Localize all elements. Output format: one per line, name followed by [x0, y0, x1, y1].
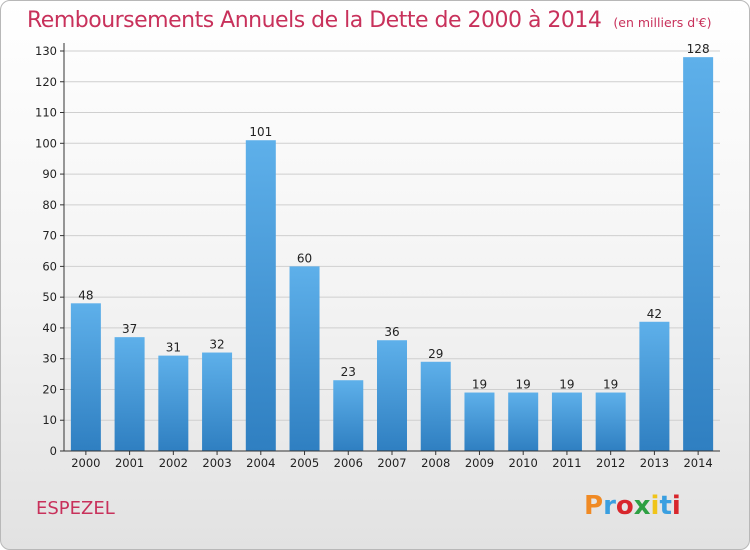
y-tick-label: 120 [35, 75, 57, 89]
data-label: 60 [297, 251, 312, 265]
x-tick-label: 2002 [159, 456, 188, 470]
x-tick-label: 2008 [421, 456, 450, 470]
bar [551, 392, 582, 451]
x-tick-label: 2003 [202, 456, 231, 470]
y-tick-label: 100 [35, 136, 57, 150]
bar [333, 380, 364, 451]
chart-unit: (en milliers d'€) [613, 15, 712, 30]
logo-letter: t [659, 491, 672, 521]
labels: 0 10 20 30 40 50 60 70 80 90 100 110 120 130 48 2000 37 2… [35, 42, 713, 470]
data-label: 19 [516, 378, 531, 392]
bar [158, 355, 189, 451]
data-label: 19 [559, 378, 574, 392]
bars [70, 57, 714, 452]
logo-letter: i [671, 491, 681, 521]
data-label: 19 [472, 378, 487, 392]
x-tick-label: 2011 [552, 456, 581, 470]
x-tick-label: 2004 [246, 456, 275, 470]
data-label: 36 [384, 325, 399, 339]
bar [245, 140, 276, 451]
logo-letter: P [584, 491, 604, 521]
y-tick-label: 10 [42, 413, 57, 427]
y-tick-label: 130 [35, 44, 57, 58]
bar [70, 303, 101, 451]
bar [595, 392, 626, 451]
y-tick-label: 70 [42, 229, 57, 243]
data-label: 128 [687, 42, 710, 56]
logo-letter: x [633, 491, 651, 521]
data-label: 23 [341, 365, 356, 379]
x-tick-label: 2007 [377, 456, 406, 470]
x-tick-label: 2000 [71, 456, 100, 470]
data-label: 32 [209, 338, 224, 352]
data-label: 19 [603, 378, 618, 392]
y-tick-label: 50 [42, 290, 57, 304]
y-tick-label: 0 [50, 444, 57, 458]
y-tick-label: 40 [42, 321, 57, 335]
data-label: 31 [166, 341, 181, 355]
y-tick-label: 110 [35, 106, 57, 120]
x-tick-label: 2006 [334, 456, 363, 470]
data-label: 101 [249, 125, 272, 139]
x-tick-label: 2009 [465, 456, 494, 470]
bar [464, 392, 495, 451]
x-tick-label: 2012 [596, 456, 625, 470]
x-tick-label: 2005 [290, 456, 319, 470]
data-label: 29 [428, 347, 443, 361]
bar [683, 57, 714, 452]
x-tick-label: 2001 [115, 456, 144, 470]
bar [377, 340, 407, 451]
bar [114, 337, 145, 451]
data-label: 42 [647, 307, 662, 321]
bar [202, 352, 233, 451]
y-tick-label: 20 [42, 382, 57, 396]
logo-letter: r [603, 491, 616, 521]
y-tick-label: 80 [42, 198, 57, 212]
chart-title-text: Remboursements Annuels de la Dette de 20… [27, 8, 602, 33]
x-tick-label: 2014 [683, 456, 712, 470]
axes [60, 43, 720, 455]
chart-title: Remboursements Annuels de la Dette de 20… [27, 8, 711, 33]
y-tick-label: 30 [42, 352, 57, 366]
bar [420, 361, 451, 451]
data-label: 37 [122, 322, 137, 336]
bar [508, 392, 539, 451]
logo-letter: i [650, 491, 660, 521]
x-tick-label: 2013 [640, 456, 669, 470]
data-label: 48 [78, 288, 93, 302]
x-tick-label: 2010 [509, 456, 538, 470]
proxiti-logo: Proxiti [584, 491, 681, 521]
bar [289, 266, 320, 451]
bar [639, 321, 670, 451]
logo-letter: o [615, 491, 634, 521]
y-tick-label: 90 [42, 167, 57, 181]
y-tick-label: 60 [42, 259, 57, 273]
commune-name: ESPEZEL [36, 498, 115, 519]
